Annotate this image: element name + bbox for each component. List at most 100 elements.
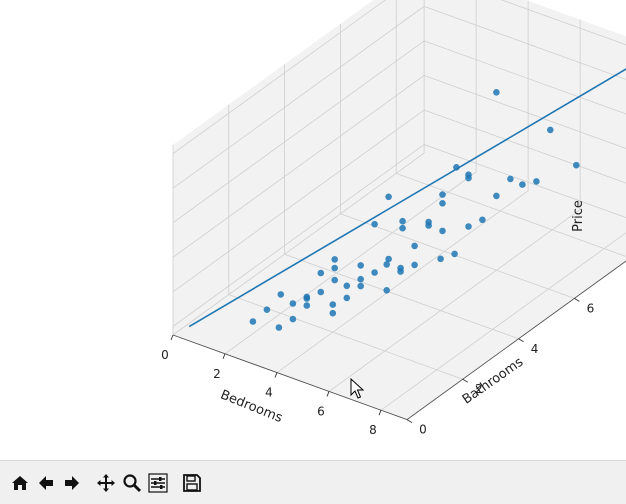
home-icon bbox=[12, 475, 28, 490]
data-point bbox=[519, 181, 526, 188]
data-point bbox=[439, 227, 446, 235]
side-pane bbox=[173, 0, 425, 335]
grid-line bbox=[340, 213, 575, 299]
data-point bbox=[317, 269, 325, 277]
grid-line bbox=[276, 190, 529, 373]
back-pane bbox=[424, 0, 626, 227]
grid-line bbox=[380, 232, 626, 411]
x-tick-label: 4 bbox=[265, 386, 273, 400]
data-point bbox=[289, 300, 297, 307]
data-point bbox=[303, 295, 311, 302]
y-tick-label: 4 bbox=[531, 342, 539, 356]
data-point bbox=[439, 200, 446, 207]
grid-line bbox=[224, 171, 477, 355]
data-point bbox=[411, 242, 418, 250]
arrow-right-icon bbox=[65, 475, 79, 490]
x-tick bbox=[274, 372, 278, 378]
data-point bbox=[357, 262, 365, 269]
data-point bbox=[439, 191, 446, 198]
grid-line bbox=[423, 6, 626, 80]
data-point bbox=[425, 222, 432, 229]
scatter-3d-plot[interactable]: 02468024680.00.20.40.60.81.0 Bedrooms Ba… bbox=[0, 0, 626, 460]
x-axis-label: Bedrooms bbox=[218, 388, 285, 427]
x-tick-label: 8 bbox=[369, 423, 377, 437]
data-point bbox=[479, 216, 486, 224]
grid-line bbox=[423, 109, 626, 184]
data-points bbox=[249, 89, 580, 331]
data-point bbox=[411, 261, 418, 269]
data-point bbox=[275, 324, 283, 331]
navigation-toolbar bbox=[0, 460, 626, 504]
data-point bbox=[277, 291, 285, 298]
data-point bbox=[465, 223, 472, 230]
pan-button[interactable] bbox=[94, 471, 118, 495]
data-point bbox=[507, 175, 514, 183]
x-tick bbox=[170, 334, 174, 341]
data-point bbox=[263, 306, 271, 314]
grid-line bbox=[423, 144, 626, 218]
grid-line bbox=[172, 6, 425, 189]
save-button[interactable] bbox=[180, 471, 204, 495]
data-point bbox=[399, 217, 406, 225]
x-tick-label: 2 bbox=[213, 367, 221, 381]
back-button[interactable] bbox=[34, 471, 58, 495]
sliders-icon bbox=[148, 472, 168, 493]
zoom-button[interactable] bbox=[120, 471, 144, 495]
data-point bbox=[331, 256, 339, 263]
forward-button[interactable] bbox=[60, 471, 84, 495]
x-tick bbox=[326, 391, 330, 397]
data-point bbox=[317, 288, 325, 296]
axis-lines bbox=[172, 260, 626, 421]
grid-line bbox=[500, 0, 626, 46]
arrow-left-icon bbox=[39, 475, 53, 490]
data-point bbox=[249, 318, 257, 325]
data-point bbox=[303, 302, 311, 309]
data-point bbox=[573, 161, 580, 169]
data-point bbox=[493, 89, 500, 96]
data-point bbox=[437, 255, 444, 263]
data-point bbox=[331, 264, 339, 272]
data-point bbox=[547, 126, 554, 134]
y-tick bbox=[574, 298, 580, 302]
grid-line bbox=[172, 75, 425, 258]
data-point bbox=[357, 282, 365, 290]
tick-marks: 02468024680.00.20.40.60.81.0 bbox=[161, 298, 595, 437]
data-point bbox=[383, 261, 391, 268]
floppy-disk-icon bbox=[183, 473, 201, 492]
data-point bbox=[465, 171, 472, 178]
data-point bbox=[371, 220, 378, 228]
grid-line bbox=[172, 109, 425, 293]
y-tick bbox=[518, 338, 524, 343]
grid-line bbox=[423, 40, 626, 115]
data-point bbox=[451, 250, 458, 258]
grid-line bbox=[172, 40, 425, 224]
data-point bbox=[383, 287, 391, 294]
x-axis-line bbox=[172, 334, 408, 421]
y-tick-label: 0 bbox=[419, 423, 427, 437]
data-point bbox=[357, 275, 365, 283]
grid-line bbox=[423, 75, 626, 149]
data-point bbox=[329, 309, 337, 317]
data-point bbox=[371, 269, 378, 276]
data-point bbox=[399, 224, 406, 232]
y-tick-label: 2 bbox=[475, 382, 483, 396]
grid-line bbox=[172, 0, 386, 154]
data-point bbox=[343, 294, 351, 302]
y-tick-label: 6 bbox=[587, 301, 595, 315]
x-tick-label: 6 bbox=[317, 404, 325, 418]
data-point bbox=[385, 193, 392, 201]
figure-canvas[interactable]: 02468024680.00.20.40.60.81.0 Bedrooms Ba… bbox=[0, 0, 626, 460]
grid-line bbox=[328, 209, 581, 392]
data-point bbox=[331, 276, 339, 284]
x-tick bbox=[378, 410, 382, 416]
fit-line-segment bbox=[188, 68, 626, 328]
y-axis-line bbox=[406, 260, 626, 420]
z-axis-label: Price bbox=[571, 200, 586, 232]
home-button[interactable] bbox=[8, 471, 32, 495]
move-icon bbox=[97, 473, 115, 492]
configure-subplots-button[interactable] bbox=[146, 471, 170, 495]
data-point bbox=[289, 315, 297, 323]
data-point bbox=[493, 192, 500, 200]
data-point bbox=[385, 255, 392, 263]
data-point bbox=[533, 178, 540, 185]
